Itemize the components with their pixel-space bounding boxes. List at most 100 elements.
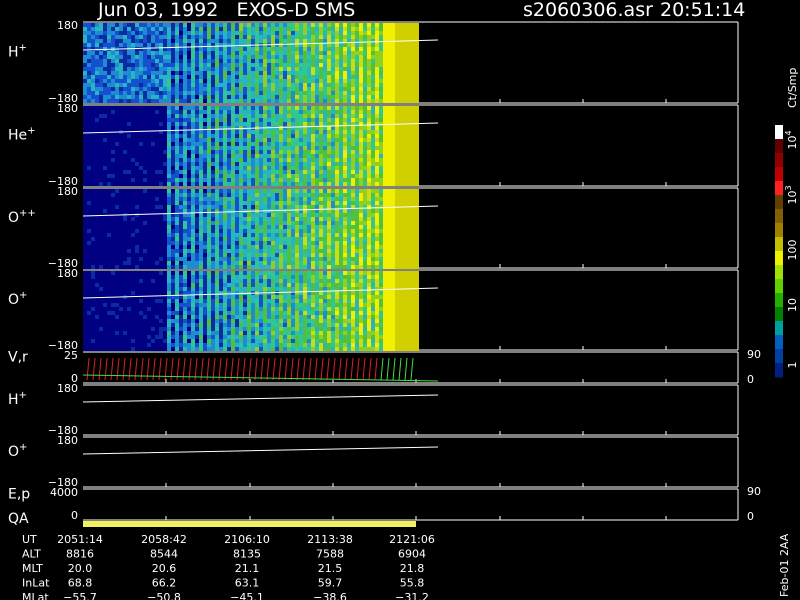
spectrogram-cell (283, 162, 287, 166)
spectrogram-cell (187, 237, 191, 241)
spectrogram-cell (163, 79, 167, 83)
spectrogram-cell (299, 114, 303, 118)
spectrogram-cell (199, 257, 203, 261)
spectrogram-cell (167, 245, 171, 249)
spectrogram-cell (275, 118, 279, 122)
spectrogram-cell (115, 193, 119, 197)
spectrogram-cell (211, 193, 215, 197)
spectrogram-cell (387, 35, 391, 39)
spectrogram-cell (283, 35, 287, 39)
spectrogram-cell (355, 31, 359, 35)
spectrogram-cell (295, 174, 299, 178)
spectrogram-cell (335, 257, 339, 261)
spectrogram-cell (267, 114, 271, 118)
spectrogram-cell (267, 122, 271, 126)
spectrogram-cell (119, 23, 123, 27)
spectrogram-cell (187, 51, 191, 55)
spectrogram-cell (223, 35, 227, 39)
spectrogram-cell (235, 63, 239, 67)
spectrogram-cell (287, 27, 291, 31)
spectrogram-cell (343, 225, 347, 229)
spectrogram-cell (399, 47, 403, 51)
spectrogram-cell (223, 122, 227, 126)
spectrogram-cell (87, 170, 91, 174)
spectrogram-cell (303, 249, 307, 253)
spectrogram-cell (379, 43, 383, 47)
spectrogram-cell (243, 91, 247, 95)
spectrogram-cell (247, 217, 251, 221)
spectrogram-cell (403, 79, 407, 83)
spectrogram-cell (167, 265, 171, 269)
spectrogram-cell (391, 241, 395, 245)
spectrogram-cell (163, 71, 167, 75)
spectrogram-cell (363, 245, 367, 249)
spectrogram-cell (323, 39, 327, 43)
spectrogram-cell (407, 126, 411, 130)
spectrogram-cell (87, 63, 91, 67)
spectrogram-cell (195, 201, 199, 205)
spectrogram-cell (283, 126, 287, 130)
spectrogram-cell (111, 150, 115, 154)
spectrogram-cell (119, 87, 123, 91)
spectrogram-cell (291, 55, 295, 59)
spectrogram-cell (395, 162, 399, 166)
spectrogram-cell (391, 126, 395, 130)
spectrogram-cell (359, 265, 363, 269)
spectrogram-cell (175, 95, 179, 99)
spectrogram-cell (147, 79, 151, 83)
spectrogram-cell (343, 134, 347, 138)
spectrogram-cell (215, 114, 219, 118)
spectrogram-cell (119, 174, 123, 178)
spectrogram-cell (103, 83, 107, 87)
spectrogram-cell (283, 67, 287, 71)
spectrogram-cell (135, 47, 139, 51)
spectrogram-cell (147, 83, 151, 87)
spectrogram-cell (319, 59, 323, 63)
spectrogram-cell (179, 178, 183, 182)
spectrogram-cell (119, 261, 123, 265)
spectrogram-cell (239, 170, 243, 174)
footer: Feb-01 2AA (778, 533, 791, 597)
spectrogram-cell (115, 170, 119, 174)
spectrogram-cell (219, 130, 223, 134)
spectrogram-cell (387, 59, 391, 63)
spectrogram-cell (343, 146, 347, 150)
spectrogram-cell (231, 174, 235, 178)
spectrogram-cell (355, 174, 359, 178)
spectrogram-cell (359, 27, 363, 31)
spectrogram-cell (215, 154, 219, 158)
spectrogram-cell (135, 114, 139, 118)
spectrogram-cell (151, 197, 155, 201)
spectrogram-cell (235, 59, 239, 63)
spectrogram-cell (107, 87, 111, 91)
spectrogram-cell (95, 249, 99, 253)
spectrogram-cell (171, 205, 175, 209)
spectrogram-cell (259, 193, 263, 197)
spectrogram-cell (407, 55, 411, 59)
spectrogram-cell (239, 59, 243, 63)
spectrogram-cell (83, 174, 87, 178)
spectrogram-cell (147, 47, 151, 51)
spectrogram-cell (167, 63, 171, 67)
spectrogram-cell (331, 142, 335, 146)
spectrogram-cell (95, 261, 99, 265)
spectrogram-cell (99, 241, 103, 245)
spectrogram-cell (191, 67, 195, 71)
spectrogram-cell (351, 261, 355, 265)
spectrogram-cell (259, 71, 263, 75)
spectrogram-cell (291, 31, 295, 35)
spectrogram-cell (247, 233, 251, 237)
spectrogram-cell (295, 182, 299, 186)
spectrogram-cell (187, 95, 191, 99)
spectrogram-cell (171, 261, 175, 265)
spectrogram-cell (335, 75, 339, 79)
spectrogram-cell (87, 221, 91, 225)
spectrogram-cell (287, 158, 291, 162)
spectrogram-cell (287, 225, 291, 229)
spectrogram-cell (115, 39, 119, 43)
spectrogram-cell (87, 114, 91, 118)
spectrogram-cell (279, 213, 283, 217)
spectrogram-cell (215, 229, 219, 233)
spectrogram-cell (375, 67, 379, 71)
spectrogram-cell (343, 59, 347, 63)
